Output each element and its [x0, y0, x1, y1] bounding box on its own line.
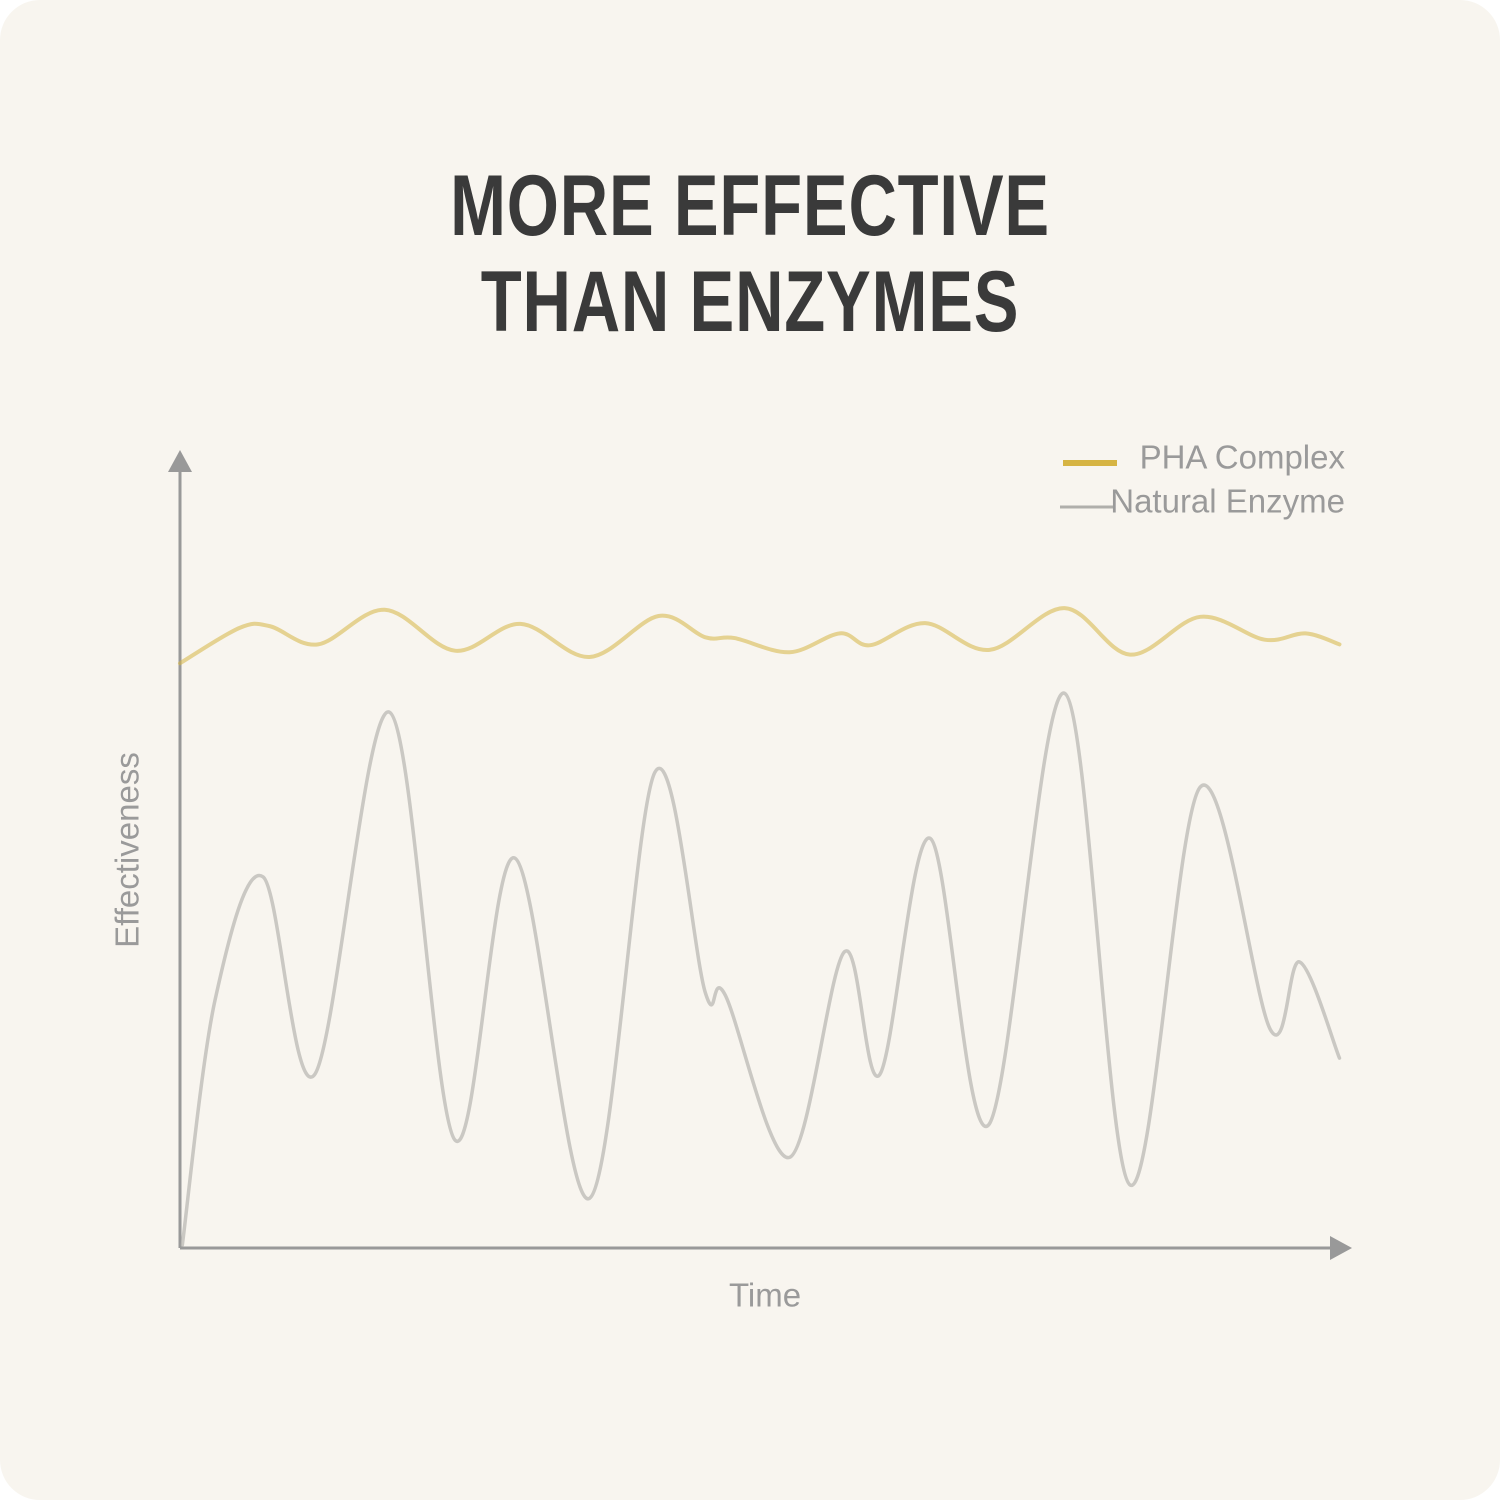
series-line: [180, 691, 1342, 1247]
y-axis-arrow: [168, 450, 192, 472]
chart-title: MORE EFFECTIVE THAN ENZYMES: [450, 158, 1050, 350]
legend-label: PHA Complex: [1140, 439, 1346, 476]
y-axis-label: Effectiveness: [109, 752, 146, 948]
x-axis-arrow: [1330, 1236, 1352, 1260]
x-axis-label: Time: [729, 1277, 801, 1314]
legend-label: Natural Enzyme: [1110, 483, 1345, 520]
series-line: [178, 606, 1342, 666]
